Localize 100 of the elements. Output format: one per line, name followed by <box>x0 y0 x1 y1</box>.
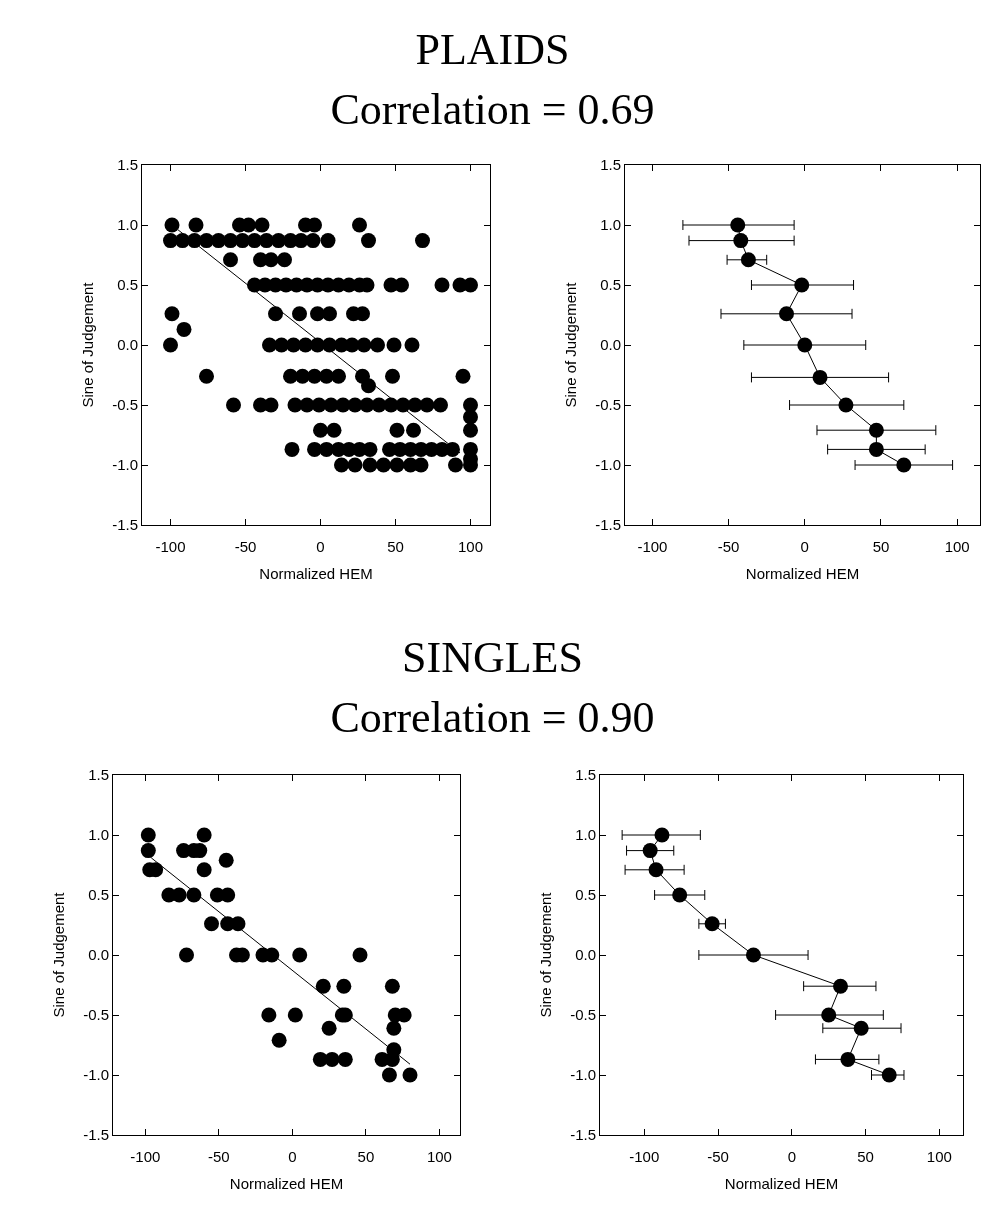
point <box>287 1007 303 1023</box>
x-tick-label: 100 <box>944 538 970 555</box>
x-tick-label: 0 <box>316 538 325 555</box>
y-tick-label: -0.5 <box>595 396 621 414</box>
point <box>402 1067 418 1083</box>
y-tick-label: 1.5 <box>575 766 596 784</box>
y-tick-label: 0.5 <box>575 886 596 904</box>
x-tick-label: 100 <box>426 1148 452 1165</box>
x-tick-label: 100 <box>457 538 484 555</box>
y-tick-label: 1.0 <box>88 826 109 844</box>
y-tick-label: -0.5 <box>83 1006 109 1024</box>
point <box>179 947 195 963</box>
point <box>292 947 308 963</box>
x-tick-label: 50 <box>872 538 890 555</box>
x-tick-label: 50 <box>857 1148 874 1165</box>
point <box>812 369 828 385</box>
point <box>745 947 761 963</box>
y-axis-title: Sine of Judgement <box>79 281 97 408</box>
x-tick-label: -50 <box>208 1148 230 1165</box>
x-axis-title: Normalized HEM <box>745 565 860 582</box>
y-tick-label: -1.0 <box>83 1066 109 1084</box>
y-tick-label: -1.5 <box>570 1126 596 1144</box>
y-tick-label: 0.5 <box>117 276 138 294</box>
point <box>797 337 813 353</box>
point <box>196 827 212 843</box>
y-tick-label: 1.0 <box>600 216 621 234</box>
point <box>384 978 400 994</box>
point <box>740 252 756 268</box>
x-tick-label: 50 <box>357 1148 375 1165</box>
point <box>381 1067 397 1083</box>
point <box>840 1051 856 1067</box>
point <box>204 916 220 932</box>
point <box>271 1032 287 1048</box>
y-tick-label: -1.5 <box>83 1126 109 1144</box>
point <box>868 422 884 438</box>
x-axis-title: Normalized HEM <box>229 1175 344 1192</box>
point <box>140 827 156 843</box>
y-tick-label: -0.5 <box>112 396 138 414</box>
y-tick-label: 1.0 <box>575 826 596 844</box>
point <box>853 1020 869 1036</box>
point <box>704 916 720 932</box>
point <box>261 1007 277 1023</box>
y-tick-label: 1.0 <box>117 216 138 234</box>
chart-subtitle: Correlation = 0.69 <box>329 85 656 134</box>
y-tick-label: 0.0 <box>575 946 596 964</box>
point <box>642 843 658 859</box>
x-tick-label: 0 <box>787 1148 796 1165</box>
point <box>337 1051 353 1067</box>
point <box>881 1067 897 1083</box>
y-tick-label: -0.5 <box>570 1006 596 1024</box>
y-axis-title: Sine of Judgement <box>50 891 68 1018</box>
point <box>821 1007 837 1023</box>
point <box>896 457 912 473</box>
y-tick-label: 0.0 <box>88 946 109 964</box>
y-tick-label: 1.5 <box>600 156 621 174</box>
point <box>324 1051 340 1067</box>
y-tick-label: 1.5 <box>88 766 109 784</box>
point <box>654 827 670 843</box>
x-tick-label: 0 <box>800 538 809 555</box>
y-axis-title: Sine of Judgement <box>562 281 580 408</box>
point <box>833 978 849 994</box>
y-tick-label: -1.5 <box>595 516 621 534</box>
point <box>218 852 234 868</box>
chart-title: PLAIDS <box>414 25 571 74</box>
y-tick-label: 0.0 <box>117 336 138 354</box>
point <box>794 277 810 293</box>
point <box>315 978 331 994</box>
point <box>196 862 212 878</box>
y-tick-label: 0.0 <box>600 336 621 354</box>
point <box>672 887 688 903</box>
x-tick-label: -100 <box>130 1148 161 1165</box>
y-axis-title: Sine of Judgement <box>537 891 555 1018</box>
x-tick-label: 50 <box>387 538 404 555</box>
y-tick-label: 0.5 <box>88 886 109 904</box>
point <box>838 397 854 413</box>
point <box>730 217 746 233</box>
point <box>336 978 352 994</box>
point <box>352 947 368 963</box>
y-tick-label: 1.5 <box>117 156 138 174</box>
point <box>733 233 749 249</box>
y-tick-label: -1.0 <box>595 456 621 474</box>
chart-subtitle: Correlation = 0.90 <box>329 693 656 742</box>
y-tick-label: -1.0 <box>570 1066 596 1084</box>
x-tick-label: -100 <box>629 1148 660 1165</box>
x-tick-label: -100 <box>637 538 668 555</box>
point <box>171 887 187 903</box>
point <box>386 1020 402 1036</box>
point <box>140 843 156 859</box>
x-axis-title: Normalized HEM <box>259 565 373 582</box>
x-axis-title: Normalized HEM <box>724 1175 839 1192</box>
point <box>321 1020 337 1036</box>
chart-title: SINGLES <box>401 633 584 682</box>
point <box>220 887 236 903</box>
y-tick-label: -1.5 <box>112 516 138 534</box>
x-tick-label: -50 <box>717 538 740 555</box>
x-tick-label: 100 <box>926 1148 952 1165</box>
x-tick-label: -50 <box>234 538 257 555</box>
x-tick-label: -50 <box>707 1148 729 1165</box>
y-tick-label: -1.0 <box>112 456 138 474</box>
x-tick-label: 0 <box>288 1148 297 1165</box>
